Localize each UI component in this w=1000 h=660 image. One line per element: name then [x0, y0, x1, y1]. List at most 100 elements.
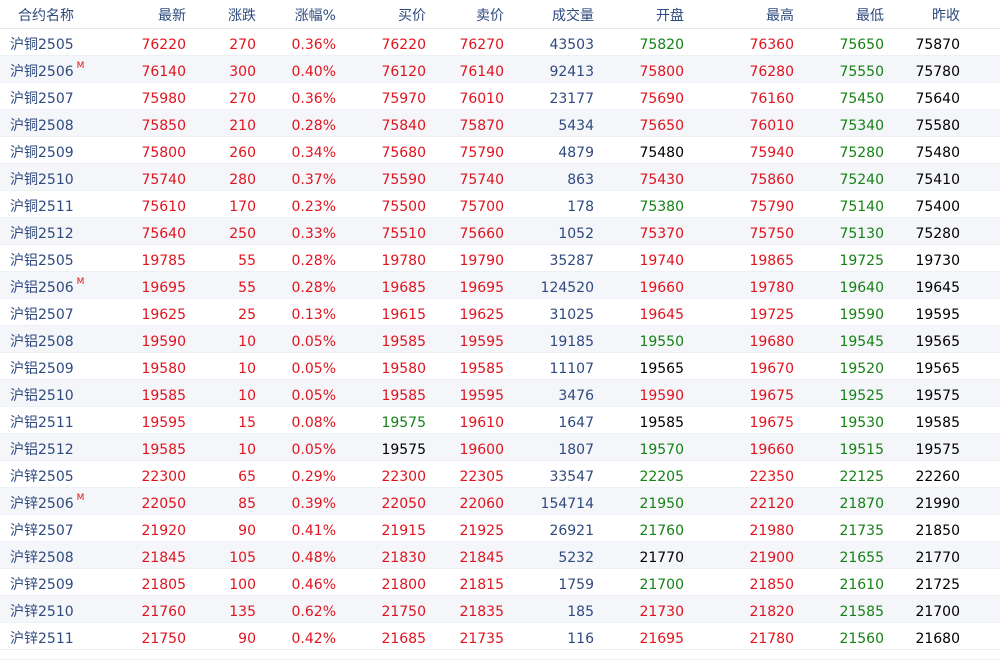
cell-bid: 19685	[381, 280, 426, 296]
table-row[interactable]: 沪铝2506 M 19695 55 0.28% 19685 19695 124520 19660…	[0, 272, 1000, 299]
cell-open: 19565	[639, 361, 684, 377]
cell-prev: 21700	[915, 604, 960, 620]
table-row[interactable]: 沪铝2508 19590 10 0.05% 19585 19595 19185 19550 19…	[0, 326, 1000, 353]
contract-name: 沪锌2508	[10, 550, 74, 566]
cell-high: 75750	[749, 226, 794, 242]
cell-ask: 22060	[459, 496, 504, 512]
cell-ask: 21735	[459, 631, 504, 647]
cell-volume: 43503	[549, 37, 594, 53]
contract-name: 沪铜2507	[10, 91, 74, 107]
cell-volume: 154714	[540, 496, 594, 512]
cell-contract-name: 沪锌2509	[0, 572, 100, 595]
table-row[interactable]: 沪锌2510 21760 135 0.62% 21750 21835 185 21730 218…	[0, 596, 1000, 623]
cell-open: 19740	[639, 253, 684, 269]
cell-high: 75860	[749, 172, 794, 188]
header-prev[interactable]: 昨收	[932, 8, 960, 24]
table-row[interactable]: 沪铜2505 76220 270 0.36% 76220 76270 43503 75820 7…	[0, 29, 1000, 56]
cell-bid: 19615	[381, 307, 426, 323]
cell-open: 75430	[639, 172, 684, 188]
table-row[interactable]: 沪铜2507 75980 270 0.36% 75970 76010 23177 75690 7…	[0, 83, 1000, 110]
header-low[interactable]: 最低	[856, 8, 884, 24]
cell-volume: 33547	[549, 469, 594, 485]
contract-name: 沪铝2507	[10, 307, 74, 323]
cell-open: 22205	[639, 469, 684, 485]
table-row[interactable]: 沪铜2511 75610 170 0.23% 75500 75700 178 75380 757…	[0, 191, 1000, 218]
cell-contract-name: 沪铝2512	[0, 437, 100, 460]
table-row[interactable]: 沪铝2510 19585 10 0.05% 19585 19595 3476 19590 196…	[0, 380, 1000, 407]
header-last[interactable]: 最新	[158, 8, 186, 24]
table-row[interactable]: 沪锌2506 M 22050 85 0.39% 22050 22060 154714 21950…	[0, 488, 1000, 515]
cell-bid: 75510	[381, 226, 426, 242]
cell-open: 75690	[639, 91, 684, 107]
contract-name: 沪铜2512	[10, 226, 74, 242]
table-row-partial	[0, 650, 1000, 660]
cell-change: 105	[229, 550, 256, 566]
cell-open: 21770	[639, 550, 684, 566]
cell-high: 76010	[749, 118, 794, 134]
table-row[interactable]: 沪铜2508 75850 210 0.28% 75840 75870 5434 75650 76…	[0, 110, 1000, 137]
cell-contract-name: 沪锌2511	[0, 626, 100, 649]
table-row[interactable]: 沪铜2512 75640 250 0.33% 75510 75660 1052 75370 75…	[0, 218, 1000, 245]
table-row[interactable]: 沪铝2511 19595 15 0.08% 19575 19610 1647 19585 196…	[0, 407, 1000, 434]
cell-open: 19570	[639, 442, 684, 458]
cell-change: 90	[238, 523, 256, 539]
table-row[interactable]: 沪铝2512 19585 10 0.05% 19575 19600 1807 19570 196…	[0, 434, 1000, 461]
cell-pct: 0.36%	[291, 91, 336, 107]
header-open[interactable]: 开盘	[656, 8, 684, 24]
header-name[interactable]: 合约名称	[18, 8, 74, 24]
cell-ask: 19625	[459, 307, 504, 323]
table-row[interactable]: 沪锌2508 21845 105 0.48% 21830 21845 5232 21770 21…	[0, 542, 1000, 569]
table-row[interactable]: 沪铜2506 M 76140 300 0.40% 76120 76140 92413 75800…	[0, 56, 1000, 83]
cell-change: 280	[229, 172, 256, 188]
cell-contract-name: 沪铜2506 M	[0, 59, 100, 82]
cell-bid: 22300	[381, 469, 426, 485]
cell-contract-name: 沪铜2509	[0, 140, 100, 163]
cell-last: 75980	[141, 91, 186, 107]
cell-ask: 19610	[459, 415, 504, 431]
table-row[interactable]: 沪锌2507 21920 90 0.41% 21915 21925 26921 21760 21…	[0, 515, 1000, 542]
cell-bid: 21915	[381, 523, 426, 539]
cell-last: 76220	[141, 37, 186, 53]
table-row[interactable]: 沪锌2505 22300 65 0.29% 22300 22305 33547 22205 22…	[0, 461, 1000, 488]
cell-open: 21950	[639, 496, 684, 512]
header-high[interactable]: 最高	[766, 8, 794, 24]
table-row[interactable]: 沪锌2509 21805 100 0.46% 21800 21815 1759 21700 21…	[0, 569, 1000, 596]
cell-ask: 19790	[459, 253, 504, 269]
table-row[interactable]: 沪铝2505 19785 55 0.28% 19780 19790 35287 19740 19…	[0, 245, 1000, 272]
cell-change: 65	[238, 469, 256, 485]
header-bid[interactable]: 买价	[398, 8, 426, 24]
header-change[interactable]: 涨跌	[228, 8, 256, 24]
cell-change: 170	[229, 199, 256, 215]
cell-pct: 0.40%	[291, 64, 336, 80]
table-row[interactable]: 沪铝2507 19625 25 0.13% 19615 19625 31025 19645 19…	[0, 299, 1000, 326]
cell-prev: 19595	[915, 307, 960, 323]
header-ask[interactable]: 卖价	[476, 8, 504, 24]
header-volume[interactable]: 成交量	[552, 8, 594, 24]
cell-contract-name: 沪锌2507	[0, 518, 100, 541]
cell-contract-name: 沪铝2508	[0, 329, 100, 352]
cell-change: 100	[229, 577, 256, 593]
cell-open: 75370	[639, 226, 684, 242]
cell-volume: 31025	[549, 307, 594, 323]
cell-pct: 0.42%	[291, 631, 336, 647]
cell-prev: 19575	[915, 442, 960, 458]
cell-prev: 19565	[915, 361, 960, 377]
table-row[interactable]: 沪锌2511 21750 90 0.42% 21685 21735 116 21695 2178…	[0, 623, 1000, 650]
table-row[interactable]: 沪铜2510 75740 280 0.37% 75590 75740 863 75430 758…	[0, 164, 1000, 191]
cell-last: 22050	[141, 496, 186, 512]
cell-pct: 0.48%	[291, 550, 336, 566]
table-row[interactable]: 沪铜2509 75800 260 0.34% 75680 75790 4879 75480 75…	[0, 137, 1000, 164]
cell-high: 76160	[749, 91, 794, 107]
cell-prev: 75580	[915, 118, 960, 134]
cell-change: 15	[238, 415, 256, 431]
header-pct[interactable]: 涨幅%	[294, 8, 336, 24]
cell-high: 19675	[749, 388, 794, 404]
table-row[interactable]: 沪铝2509 19580 10 0.05% 19580 19585 11107 19565 19…	[0, 353, 1000, 380]
cell-pct: 0.34%	[291, 145, 336, 161]
cell-low: 75450	[839, 91, 884, 107]
cell-bid: 75840	[381, 118, 426, 134]
cell-contract-name: 沪铜2508	[0, 113, 100, 136]
cell-contract-name: 沪锌2506 M	[0, 491, 100, 514]
cell-low: 75130	[839, 226, 884, 242]
contract-name: 沪锌2510	[10, 604, 74, 620]
